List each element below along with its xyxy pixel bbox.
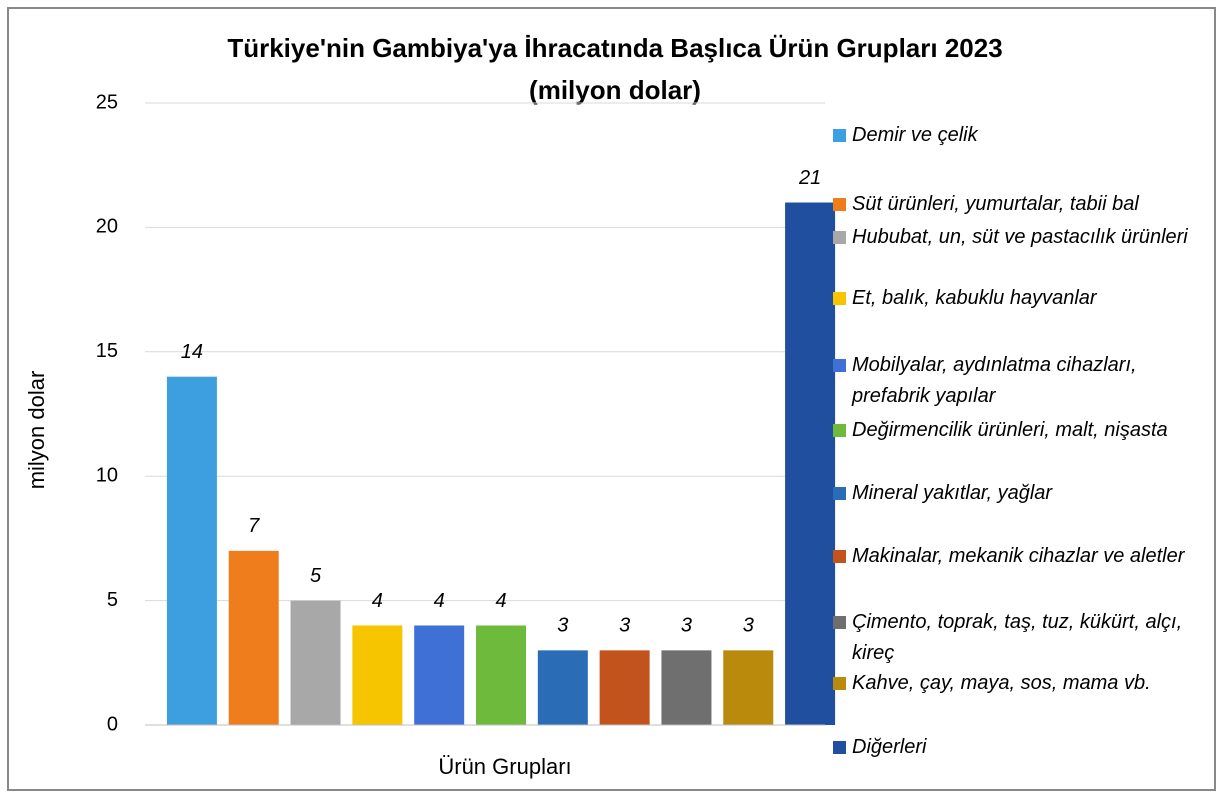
legend-label: Demir ve çelik: [852, 124, 978, 146]
legend-label: Kahve, çay, maya, sos, mama vb.: [852, 672, 1151, 694]
y-tick-label: 0: [107, 713, 118, 735]
legend-item: Makinalar, mekanik cihazlar ve aletler: [833, 541, 1213, 572]
bar: [476, 625, 526, 725]
data-label: 4: [495, 590, 506, 612]
legend-label: Değirmencilik ürünleri, malt, nişasta: [852, 419, 1168, 441]
legend-swatch: [833, 487, 846, 500]
legend-label: Süt ürünleri, yumurtalar, tabii bal: [852, 193, 1139, 215]
legend-item: Çimento, toprak, taş, tuz, kükürt, alçı,…: [833, 607, 1213, 669]
bar: [166, 376, 217, 725]
legend-label: Makinalar, mekanik cihazlar ve aletler: [852, 545, 1185, 567]
y-tick-label: 10: [96, 464, 118, 486]
data-label: 14: [181, 341, 203, 363]
legend-swatch: [833, 424, 846, 437]
legend-swatch: [833, 741, 846, 754]
data-label: 7: [248, 515, 260, 537]
legend-label: Mineral yakıtlar, yağlar: [852, 482, 1053, 504]
y-tick-label: 15: [96, 340, 118, 362]
legend-item: Diğerleri: [833, 732, 1213, 763]
legend-swatch: [833, 677, 846, 690]
legend-item: Mobilyalar, aydınlatma cihazları, prefab…: [833, 350, 1213, 412]
legend-label: Hububat, un, süt ve pastacılık ürünleri: [852, 226, 1188, 248]
data-label: 3: [743, 615, 754, 637]
bar: [599, 650, 650, 725]
y-tick-label: 20: [96, 216, 118, 238]
bar: [661, 650, 712, 725]
bar: [352, 625, 403, 725]
legend-swatch: [833, 550, 846, 563]
bar: [290, 600, 341, 725]
legend-item: Süt ürünleri, yumurtalar, tabii bal: [833, 189, 1213, 220]
data-label: 5: [310, 565, 322, 587]
legend-item: Değirmencilik ürünleri, malt, nişasta: [833, 415, 1213, 446]
legend-swatch: [833, 129, 846, 142]
legend-label: Et, balık, kabuklu hayvanlar: [852, 287, 1097, 309]
data-label: 3: [681, 615, 692, 637]
legend-item: Demir ve çelik: [833, 120, 1213, 151]
data-label: 4: [434, 590, 445, 612]
y-axis-label: milyon dolar: [24, 371, 49, 490]
bar: [723, 650, 774, 725]
x-axis-label: Ürün Grupları: [438, 754, 571, 779]
data-label: 21: [798, 167, 821, 189]
data-label: 3: [619, 615, 630, 637]
legend-label: Çimento, toprak, taş, tuz, kükürt, alçı,…: [852, 611, 1183, 664]
legend-swatch: [833, 359, 846, 372]
y-tick-label: 25: [96, 91, 118, 113]
legend-item: Kahve, çay, maya, sos, mama vb.: [833, 668, 1213, 699]
legend-item: Mineral yakıtlar, yağlar: [833, 478, 1213, 509]
legend-item: Et, balık, kabuklu hayvanlar: [833, 283, 1213, 314]
bar: [228, 550, 279, 725]
legend-item: Hububat, un, süt ve pastacılık ürünleri: [833, 222, 1213, 253]
bar: [537, 650, 588, 725]
bar: [414, 625, 465, 725]
legend-swatch: [833, 292, 846, 305]
chart-title: Türkiye'nin Gambiya'ya İhracatında Başlı…: [227, 33, 1002, 63]
legend-label: Diğerleri: [852, 736, 927, 758]
legend-swatch: [833, 198, 846, 211]
bar: [785, 202, 836, 725]
data-label: 4: [372, 590, 383, 612]
data-label: 3: [557, 615, 568, 637]
chart-subtitle: (milyon dolar): [529, 75, 701, 105]
legend-swatch: [833, 616, 846, 629]
legend-swatch: [833, 231, 846, 244]
y-tick-label: 5: [107, 589, 118, 611]
legend-label: Mobilyalar, aydınlatma cihazları, prefab…: [852, 354, 1137, 407]
